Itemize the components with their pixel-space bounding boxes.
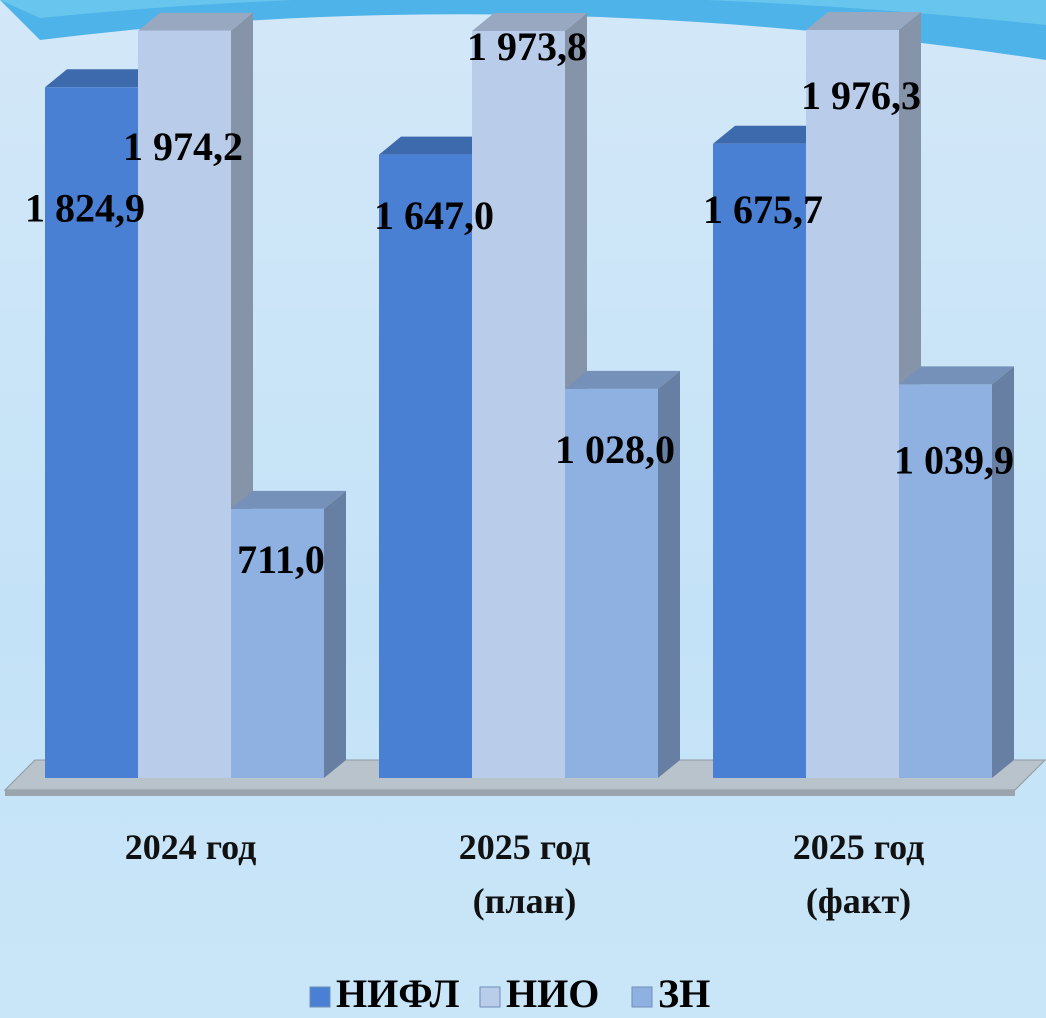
- bar-top: [565, 370, 680, 389]
- bar: [45, 87, 138, 779]
- value-label: 1 675,7: [703, 187, 823, 232]
- legend-label: НИФЛ: [336, 971, 460, 1016]
- x-tick-label: 2024 год: [124, 827, 257, 867]
- bar: [231, 508, 324, 778]
- legend-label: НИО: [506, 971, 599, 1016]
- header-arc: [0, 0, 1046, 60]
- legend-swatch: [631, 986, 653, 1008]
- bar-side: [658, 370, 680, 778]
- legend-label: ЗН: [658, 971, 710, 1016]
- value-label: 1 976,3: [801, 73, 921, 118]
- bar-top: [472, 12, 587, 31]
- bar: [472, 30, 565, 778]
- bar-top: [379, 136, 494, 155]
- value-label: 1 028,0: [555, 427, 675, 472]
- bar: [713, 143, 806, 779]
- bar-side: [324, 490, 346, 778]
- bar-top: [231, 490, 346, 509]
- value-label: 1 974,2: [123, 124, 243, 169]
- legend: НИФЛ НИО ЗН: [309, 971, 710, 1016]
- bar-top: [45, 69, 160, 88]
- value-label: 1 973,8: [467, 24, 587, 69]
- bars: [45, 12, 1014, 779]
- x-tick-label: 2025 год (факт): [792, 827, 925, 921]
- bar: [899, 384, 992, 778]
- bar-top: [138, 12, 253, 31]
- header-arc-light: [0, 0, 1046, 25]
- bar-top: [806, 12, 921, 30]
- value-label: 711,0: [237, 537, 325, 582]
- bar: [565, 388, 658, 778]
- bar-top: [713, 125, 828, 144]
- value-label: 1 647,0: [374, 193, 494, 238]
- legend-swatch: [479, 986, 501, 1008]
- bar-side: [992, 366, 1014, 778]
- bar-top: [899, 366, 1014, 385]
- bar: [379, 154, 472, 778]
- value-label: 1 039,9: [894, 438, 1014, 483]
- bar: [806, 30, 899, 778]
- value-label: 1 824,9: [25, 185, 145, 230]
- x-tick-label: 2025 год (план): [458, 827, 591, 921]
- legend-swatch: [309, 986, 331, 1008]
- value-labels: 1 824,9 1 974,2 711,0 1 647,0 1 973,8 1 028,0…: [25, 24, 1014, 582]
- bar: [138, 30, 231, 779]
- floor-edge: [5, 790, 1015, 796]
